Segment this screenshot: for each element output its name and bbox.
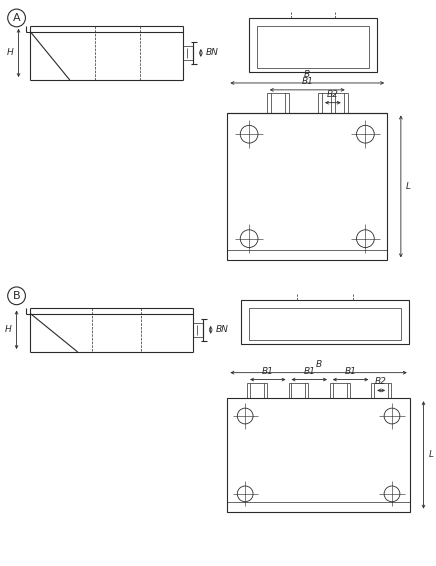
Text: L: L <box>429 451 433 460</box>
Text: H: H <box>7 49 14 57</box>
Text: BN: BN <box>216 325 228 335</box>
Text: L: L <box>406 182 411 191</box>
Bar <box>289 383 308 398</box>
Bar <box>249 308 401 340</box>
Text: B2: B2 <box>327 90 339 98</box>
Bar <box>249 18 377 72</box>
Bar <box>330 383 350 398</box>
Text: B2: B2 <box>375 378 387 387</box>
Bar <box>318 93 347 113</box>
Text: B1: B1 <box>262 367 274 376</box>
Bar <box>241 300 409 344</box>
Bar <box>247 383 267 398</box>
Text: B1: B1 <box>301 77 313 86</box>
Bar <box>228 113 387 260</box>
Text: H: H <box>5 325 12 335</box>
Text: A: A <box>13 13 20 23</box>
Bar <box>228 398 410 512</box>
Bar <box>257 26 369 68</box>
Text: B: B <box>304 70 310 79</box>
Bar <box>267 93 289 113</box>
Text: B1: B1 <box>303 367 315 376</box>
Text: B1: B1 <box>345 367 357 376</box>
Text: BN: BN <box>206 49 218 57</box>
Text: B: B <box>316 360 322 368</box>
Text: B: B <box>13 291 20 301</box>
Bar <box>371 383 391 398</box>
